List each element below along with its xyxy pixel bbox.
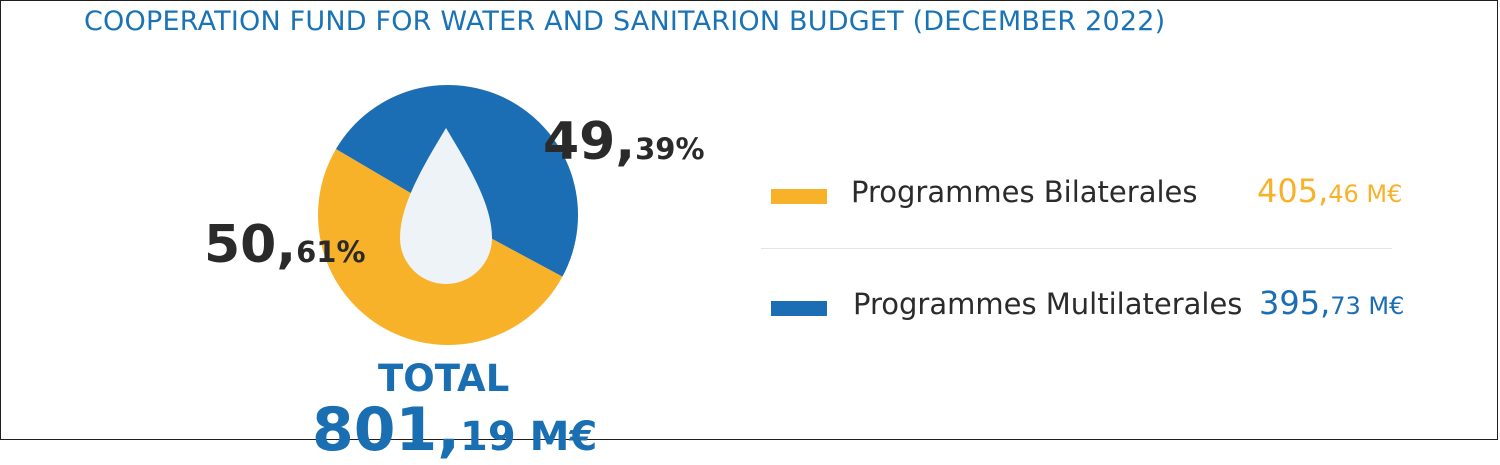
legend-value-bilateral-dec: 46 M€ [1328,180,1403,208]
multilateral-percent-int: 49, [543,112,636,172]
legend-value-bilateral-int: 405, [1257,172,1329,210]
multilateral-percent-dec: 39% [635,132,705,166]
multilateral-percent-label: 49,39% [543,112,705,172]
legend-divider [761,248,1392,249]
total-value-int: 801, [312,395,461,465]
legend-label-bilateral: Programmes Bilaterales [851,175,1198,209]
pie-chart [318,84,579,345]
bilateral-percent-label: 50,61% [204,215,366,275]
water-drop-icon [400,128,492,284]
total-value-dec: 19 M€ [460,414,598,460]
bilateral-percent-int: 50, [204,215,297,275]
chart-title: COOPERATION FUND FOR WATER AND SANITARIO… [84,6,1166,37]
total-label: TOTAL [378,357,510,400]
legend-value-multilateral: 395,73 M€ [1259,284,1404,322]
legend-value-multilateral-int: 395, [1259,284,1331,322]
legend-value-bilateral: 405,46 M€ [1257,172,1402,210]
legend-label-multilateral: Programmes Multilaterales [853,287,1243,321]
total-value: 801,19 M€ [312,395,597,465]
legend-value-multilateral-dec: 73 M€ [1330,292,1405,320]
bilateral-percent-dec: 61% [296,235,366,269]
legend-swatch-bilateral [771,189,827,204]
legend-swatch-multilateral [771,301,827,316]
